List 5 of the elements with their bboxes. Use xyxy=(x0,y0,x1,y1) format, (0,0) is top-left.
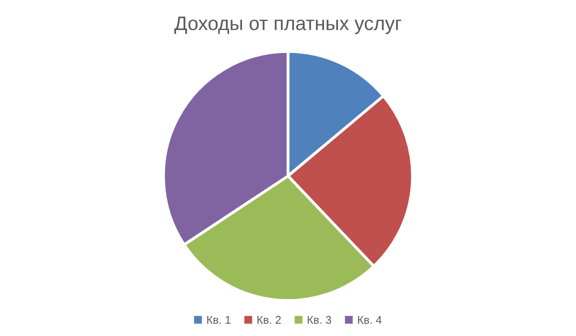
legend-label: Кв. 1 xyxy=(207,316,231,324)
legend-label: Кв. 4 xyxy=(358,316,382,324)
legend-label: Кв. 2 xyxy=(258,316,281,324)
legend-label: Кв. 3 xyxy=(308,316,332,324)
chart-title: Доходы от платных услуг xyxy=(174,16,402,34)
